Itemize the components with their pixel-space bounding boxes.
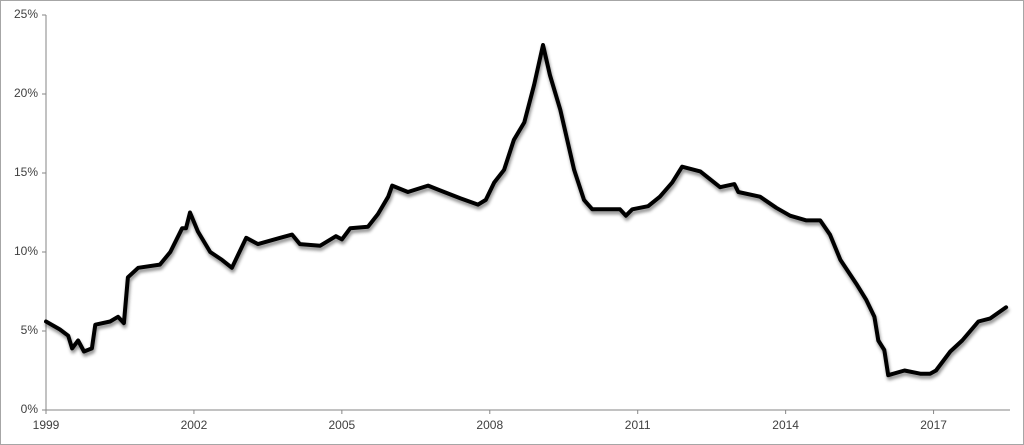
data-line [44, 43, 1009, 378]
x-tick-label: 2008 [476, 418, 503, 432]
y-tick-label: 20% [14, 86, 38, 100]
y-tick-label: 15% [14, 165, 38, 179]
y-tick-label: 5% [21, 323, 39, 337]
y-tick-label: 25% [14, 7, 38, 21]
x-tick-label: 2011 [625, 418, 651, 432]
x-tick-label: 2005 [329, 418, 356, 432]
y-tick-label: 0% [21, 402, 39, 416]
x-tick-label: 1999 [33, 418, 60, 432]
x-tick-label: 2017 [920, 418, 947, 432]
x-tick-label: 2002 [181, 418, 208, 432]
y-tick-label: 10% [14, 244, 38, 258]
x-tick-label: 2014 [772, 418, 799, 432]
